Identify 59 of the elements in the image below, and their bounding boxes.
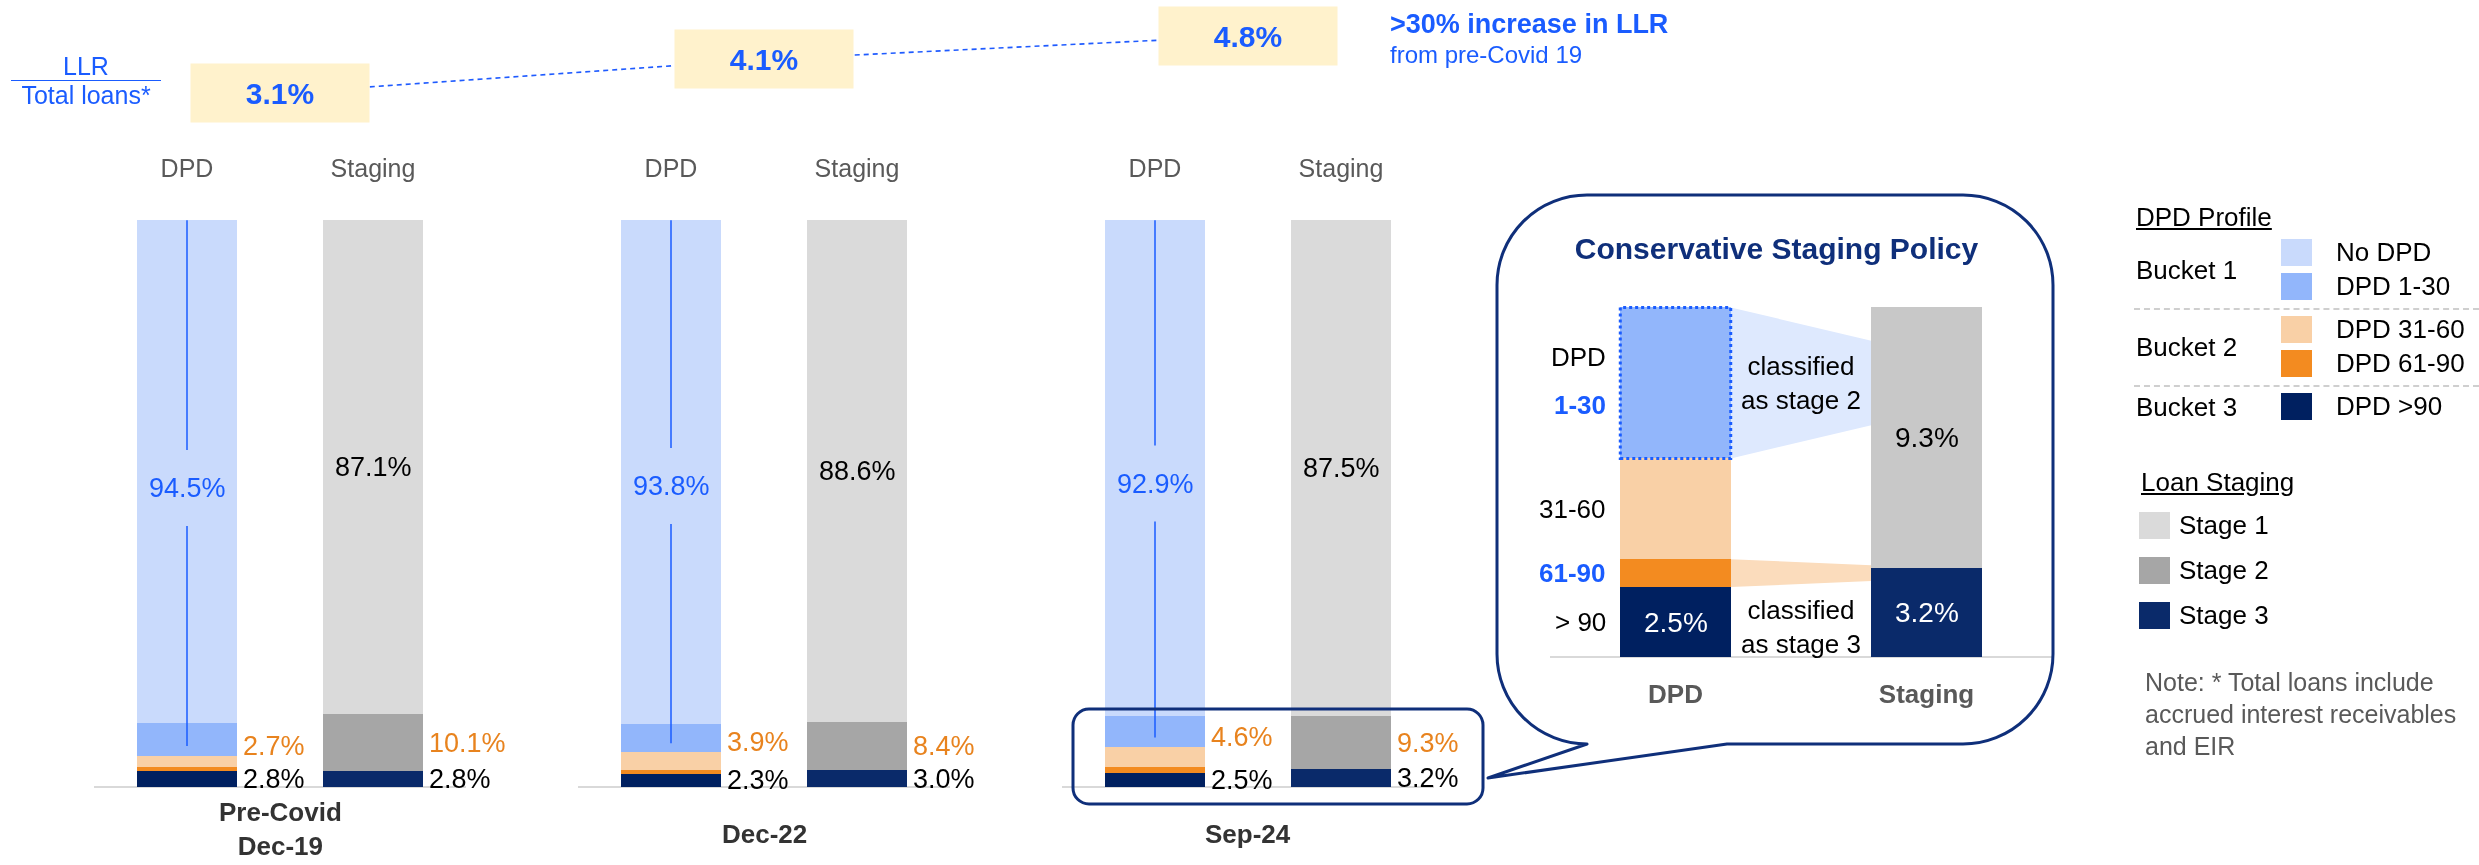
annotation: 10.1%: [429, 728, 506, 758]
legend-title: DPD Profile: [2136, 202, 2272, 232]
text: Loan Staging: [2141, 467, 2295, 497]
data-label: 4.1%: [729, 42, 799, 76]
series-label: 1-30: [1554, 390, 1607, 420]
annotation: 2.8%: [429, 764, 491, 794]
annotation: 3.0%: [913, 764, 975, 794]
annotation: 3.2%: [1397, 763, 1459, 793]
data-label: 87.5%: [1303, 453, 1380, 483]
x-tick-label: Staging: [330, 154, 416, 182]
legend-label: Stage 3: [2179, 600, 2269, 630]
x-tick-label: Staging: [1298, 154, 1384, 182]
data-label: 4.8%: [1213, 19, 1283, 53]
x-tick-label: DPD: [1128, 154, 1182, 182]
annotation: 2.7%: [243, 731, 305, 761]
data-label: 2.5%: [1644, 607, 1708, 638]
legend-label: Stage 2: [2179, 555, 2269, 585]
series-label: > 90: [1555, 607, 1607, 637]
x-tick-label: DPD: [644, 154, 698, 182]
series-label: 31-60: [1539, 494, 1606, 524]
annotation: 92.9%: [1117, 469, 1194, 499]
annotation: 2.5%: [1211, 765, 1273, 795]
legend-label: No DPD: [2336, 237, 2432, 267]
text: Bucket 2: [2136, 331, 2238, 362]
x-axis-title: Sep-24: [1205, 819, 1291, 849]
annotation: 4.6%: [1211, 722, 1273, 752]
x-tick-label: Staging: [1878, 679, 1975, 710]
x-axis-title: Pre-Covid Dec-19: [219, 797, 342, 861]
annotation: DPD: [1551, 342, 1606, 372]
annotation: 93.8%: [633, 471, 710, 501]
annotation: classified as stage 3: [1741, 595, 1861, 659]
annotation: 3.9%: [727, 727, 789, 757]
annotation: 8.4%: [913, 731, 975, 761]
data-label: 87.1%: [335, 452, 412, 482]
legend-label: DPD 1-30: [2336, 271, 2451, 301]
annotation: 2.3%: [727, 765, 789, 795]
annotation: 9.3%: [1397, 728, 1459, 758]
annotation: 2.8%: [243, 764, 305, 794]
x-tick-label: DPD: [160, 154, 214, 182]
annotation: >30% increase in LLR: [1390, 9, 1669, 39]
annotation: classified as stage 2: [1741, 351, 1861, 415]
text: Bucket 3: [2136, 391, 2238, 422]
legend-label: Stage 1: [2179, 510, 2269, 540]
x-axis-title: Dec-22: [722, 819, 808, 849]
annotation: 94.5%: [149, 473, 226, 503]
legend-label: DPD 31-60: [2336, 314, 2465, 344]
legend-label: DPD >90: [2336, 391, 2443, 421]
data-label: 3.2%: [1895, 597, 1959, 628]
legend-label: DPD 61-90: [2336, 348, 2465, 378]
annotation: from pre-Covid 19: [1390, 41, 1583, 68]
text: Note: * Total loans include accrued interest receivables and EIR: [2145, 667, 2458, 762]
text: Bucket 1: [2136, 254, 2238, 285]
chart-title: Conservative Staging Policy: [1574, 231, 1979, 265]
x-tick-label: Staging: [814, 154, 900, 182]
data-label: 9.3%: [1895, 422, 1959, 453]
series-label: 61-90: [1539, 558, 1606, 588]
y-axis-title: LLR Total loans*: [20, 52, 152, 109]
data-label: 3.1%: [245, 76, 315, 110]
data-label: 88.6%: [819, 456, 896, 486]
